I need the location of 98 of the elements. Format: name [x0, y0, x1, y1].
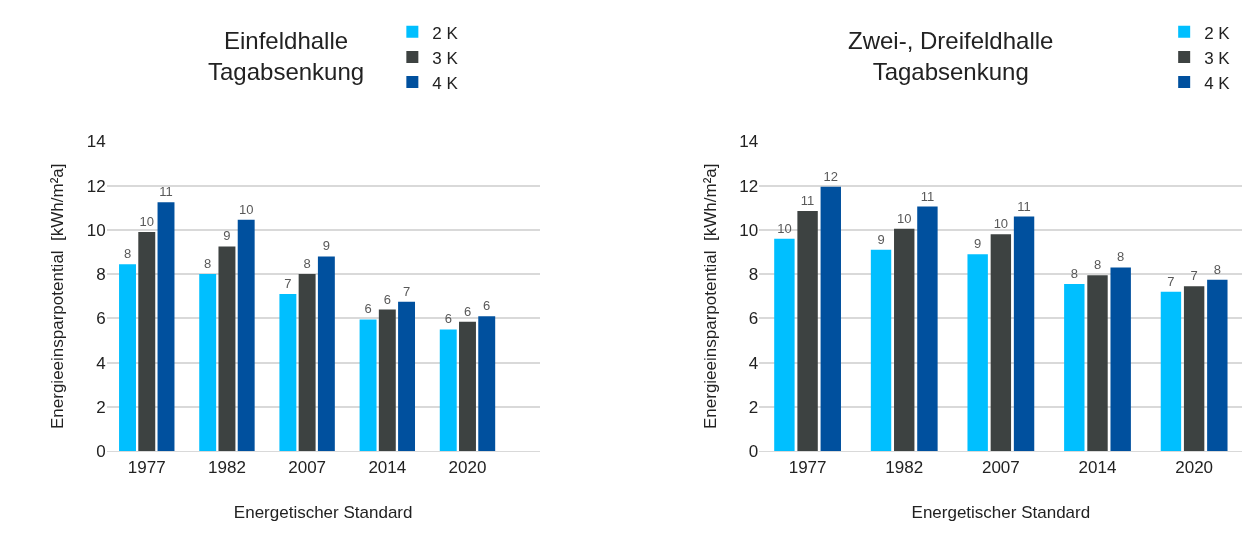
bar — [199, 274, 217, 452]
chart-title: Einfeldhalle Tagabsenkung — [208, 27, 365, 86]
data-label: 11 — [1017, 198, 1031, 214]
data-label: 6 — [444, 311, 452, 327]
bar — [1064, 284, 1085, 452]
x-tick-label: 1977 — [127, 457, 166, 477]
y-tick-label: 4 — [96, 353, 106, 373]
x-tick-label: 2014 — [368, 457, 407, 477]
y-tick-label: 8 — [748, 265, 759, 285]
data-label: 8 — [123, 246, 132, 262]
bar — [157, 202, 175, 452]
bar — [398, 301, 416, 452]
bar — [774, 238, 795, 452]
data-label: 8 — [1213, 261, 1221, 277]
data-label: 11 — [920, 188, 935, 204]
y-tick-label: 0 — [96, 442, 106, 462]
chart-title: Zwei-, Dreifeldhalle Tagabsenkung — [848, 27, 1054, 86]
y-tick-label: 12 — [86, 176, 106, 196]
legend-label: 3 K — [432, 48, 459, 68]
bar — [378, 309, 396, 452]
bar — [1160, 291, 1182, 452]
bar — [119, 264, 136, 452]
bar — [820, 186, 841, 452]
y-axis-title: Energieeinsparpotential [kWh/m²a] — [700, 163, 720, 430]
data-label: 10 — [897, 210, 912, 226]
y-tick-label: 2 — [748, 397, 759, 417]
y-tick-label: 4 — [748, 353, 759, 373]
x-tick-label: 2020 — [1175, 457, 1214, 477]
data-label: 8 — [1117, 249, 1125, 265]
y-tick-label: 8 — [96, 265, 106, 285]
data-label: 10 — [139, 214, 154, 230]
bar — [317, 256, 335, 452]
x-tick-label: 2020 — [448, 457, 487, 477]
bar — [478, 316, 496, 452]
x-axis-title: Energetischer Standard — [233, 503, 413, 523]
bar — [237, 219, 255, 452]
data-label: 9 — [974, 236, 982, 252]
bar — [797, 211, 818, 452]
bar — [1087, 275, 1108, 452]
y-tick-label: 2 — [96, 397, 106, 417]
y-tick-label: 10 — [739, 220, 759, 240]
bar — [917, 206, 938, 452]
bar — [138, 232, 156, 452]
y-tick-label: 12 — [739, 176, 759, 196]
data-label: 7 — [402, 283, 411, 299]
bar — [298, 274, 316, 452]
x-axis-title: Energetischer Standard — [911, 503, 1091, 523]
data-label: 7 — [284, 276, 292, 292]
legend-label: 4 K — [432, 73, 459, 93]
bar — [1110, 267, 1131, 452]
legend-label: 4 K — [1204, 73, 1231, 93]
data-label: 9 — [223, 228, 231, 244]
y-tick-label: 6 — [748, 309, 759, 329]
legend-label: 3 K — [1204, 48, 1231, 68]
x-tick-label: 2014 — [1078, 457, 1117, 477]
x-tick-label: 1977 — [788, 457, 827, 477]
data-label: 10 — [993, 216, 1009, 232]
bar — [439, 329, 457, 452]
data-label: 9 — [877, 231, 885, 247]
y-tick-label: 10 — [86, 220, 106, 240]
data-label: 12 — [823, 168, 839, 184]
bar — [359, 319, 377, 452]
data-label: 10 — [777, 220, 792, 236]
data-label: 6 — [463, 303, 472, 319]
x-tick-label: 1982 — [208, 457, 246, 477]
bar — [894, 228, 915, 452]
x-tick-label: 2007 — [981, 457, 1020, 477]
y-tick-label: 14 — [739, 132, 759, 152]
data-label: 6 — [483, 298, 491, 314]
y-axis-title: Energieeinsparpotential [kWh/m²a] — [48, 163, 68, 430]
data-label: 7 — [1167, 273, 1175, 289]
x-tick-label: 2007 — [288, 457, 327, 477]
data-label: 8 — [303, 256, 311, 272]
bar — [1013, 216, 1035, 452]
legend-label: 2 K — [1204, 23, 1231, 43]
bar — [990, 234, 1012, 452]
data-label: 11 — [159, 184, 173, 200]
data-label: 9 — [322, 238, 330, 254]
bar — [218, 246, 236, 452]
bar — [1183, 286, 1205, 452]
bar — [459, 321, 476, 452]
data-label: 7 — [1190, 268, 1198, 284]
bar — [279, 294, 297, 452]
legend-label: 2 K — [432, 23, 459, 43]
bar — [870, 249, 892, 452]
x-tick-label: 1982 — [885, 457, 924, 477]
y-tick-label: 0 — [748, 442, 759, 462]
data-label: 8 — [204, 256, 212, 272]
data-label: 10 — [238, 201, 254, 217]
bar — [967, 254, 988, 452]
y-tick-label: 6 — [96, 309, 106, 329]
data-label: 8 — [1070, 266, 1078, 282]
data-label: 8 — [1093, 257, 1102, 273]
y-tick-label: 14 — [86, 132, 106, 152]
data-label: 11 — [800, 193, 815, 209]
data-label: 6 — [364, 301, 372, 317]
data-label: 6 — [383, 291, 391, 307]
bar — [1207, 279, 1228, 452]
